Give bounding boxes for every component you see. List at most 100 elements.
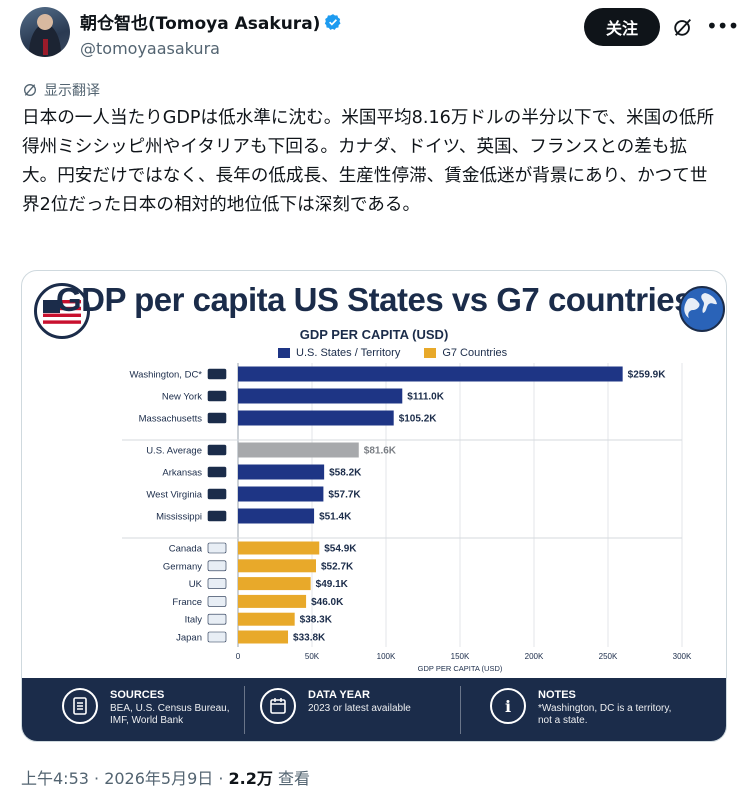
notes-line-2: not a state.: [538, 715, 588, 726]
value-label: $49.1K: [316, 579, 349, 590]
infographic-title: GDP per capita US States vs G7 countries: [56, 281, 692, 318]
value-label: $81.6K: [364, 446, 397, 457]
category-label: Germany: [163, 561, 202, 572]
handle[interactable]: @tomoyaasakura: [80, 39, 220, 58]
x-tick-label: 300K: [673, 652, 692, 661]
row-flag-icon: [207, 613, 227, 625]
footer-divider: [460, 686, 461, 734]
category-label: Washington, DC*: [129, 370, 202, 381]
infographic-footer: SOURCES BEA, U.S. Census Bureau, IMF, Wo…: [22, 678, 726, 741]
verified-badge-icon: [325, 13, 341, 30]
row-flag-icon: [207, 631, 227, 643]
bar: [238, 594, 307, 608]
legend-swatch-g7: [424, 348, 437, 358]
row-flag-icon: [207, 368, 227, 380]
translate-icon: [24, 84, 36, 96]
display-name[interactable]: 朝仓智也(Tomoya Asakura): [80, 14, 321, 34]
footer-sources: SOURCES BEA, U.S. Census Bureau, IMF, Wo…: [62, 688, 230, 727]
category-label: Mississippi: [156, 512, 202, 523]
bar-chart: 0 50K 100K 150K 200K 250K 300K Washington, DC* $…: [122, 363, 692, 673]
chart-subtitle: GDP PER CAPITA (USD): [299, 327, 449, 342]
category-label: U.S. Average: [146, 446, 202, 457]
document-icon: [62, 688, 98, 724]
post-time[interactable]: 上午4:53 · 2026年5月9日 ·: [21, 769, 229, 788]
view-count: 2.2万: [228, 769, 273, 788]
bar: [238, 612, 295, 626]
category-label: New York: [162, 392, 202, 403]
value-label: $38.3K: [300, 615, 333, 626]
sources-heading: SOURCES: [110, 689, 165, 701]
footer-notes: i NOTES *Washington, DC is a territory, …: [490, 688, 671, 727]
bar: [238, 508, 315, 524]
bar: [238, 366, 623, 382]
value-label: $57.7K: [328, 490, 361, 501]
row-flag-icon: [207, 578, 227, 589]
globe-icon: [679, 286, 725, 332]
calendar-icon: [260, 688, 296, 724]
sources-line-2: IMF, World Bank: [110, 715, 184, 726]
value-label: $46.0K: [311, 597, 344, 608]
category-label: Japan: [176, 633, 202, 644]
us-flag-icon: [34, 283, 90, 339]
row-flag-icon: [207, 596, 227, 607]
value-label: $52.7K: [321, 561, 354, 572]
category-label: Italy: [185, 615, 203, 626]
value-label: $259.9K: [628, 370, 667, 381]
legend-item-us: U.S. States / Territory: [278, 347, 400, 359]
x-tick-label: 250K: [599, 652, 618, 661]
bar: [238, 486, 324, 502]
footer-divider: [244, 686, 245, 734]
bar: [238, 541, 320, 555]
tweet-text: 日本の一人当たりGDPは低水準に沈む。米国平均8.16万ドルの半分以下で、米国の…: [22, 108, 715, 215]
row-flag-icon: [207, 390, 227, 402]
bar: [238, 388, 403, 404]
data-year-body: 2023 or latest available: [308, 703, 411, 714]
follow-button[interactable]: 关注: [584, 8, 660, 46]
legend-label-g7: G7 Countries: [442, 347, 508, 359]
x-tick-label: 100K: [377, 652, 396, 661]
infographic-image[interactable]: GDP per capita US States vs G7 countries…: [21, 270, 727, 742]
value-label: $51.4K: [319, 512, 352, 523]
more-icon[interactable]: •••: [706, 14, 739, 38]
x-axis-title: GDP PER CAPITA (USD): [418, 664, 503, 673]
x-tick-label: 150K: [451, 652, 470, 661]
sources-line-1: BEA, U.S. Census Bureau,: [110, 703, 230, 714]
views-label: 查看: [272, 769, 310, 788]
bar: [238, 559, 316, 573]
value-label: $58.2K: [329, 468, 362, 479]
data-year-heading: DATA YEAR: [308, 689, 370, 701]
avatar[interactable]: [20, 7, 70, 57]
value-label: $111.0K: [407, 392, 444, 403]
bar: [238, 577, 311, 591]
notes-heading: NOTES: [538, 689, 576, 701]
category-label: Massachusetts: [139, 414, 203, 425]
legend-swatch-us: [278, 348, 290, 358]
info-icon: i: [490, 688, 526, 724]
post-meta: 上午4:53 · 2026年5月9日 · 2.2万 查看: [21, 765, 310, 789]
row-flag-icon: [207, 412, 227, 424]
display-name-row[interactable]: 朝仓智也(Tomoya Asakura): [80, 9, 342, 34]
chart-legend: U.S. States / Territory G7 Countries: [278, 347, 507, 359]
category-label: Arkansas: [162, 468, 202, 479]
value-label: $33.8K: [293, 633, 326, 644]
bar: [238, 464, 325, 480]
translate-link[interactable]: 显示翻译: [22, 80, 100, 100]
row-flag-icon: [207, 488, 227, 500]
x-tick-label: 50K: [305, 652, 320, 661]
notes-line-1: *Washington, DC is a territory,: [538, 703, 672, 714]
x-tick-label: 0: [236, 652, 241, 661]
footer-data-year: DATA YEAR 2023 or latest available: [260, 688, 411, 724]
value-label: $105.2K: [399, 414, 438, 425]
bar: [238, 410, 394, 426]
user-block: 朝仓智也(Tomoya Asakura) @tomoyaasakura: [80, 9, 342, 58]
row-flag-icon: [207, 560, 227, 572]
category-label: West Virginia: [146, 490, 202, 501]
translate-label: 显示翻译: [44, 83, 100, 99]
x-tick-label: 200K: [525, 652, 544, 661]
row-flag-icon: [207, 542, 227, 554]
legend-item-g7: G7 Countries: [424, 347, 507, 359]
category-label: Canada: [169, 544, 203, 555]
row-flag-icon: [207, 510, 227, 522]
grok-icon[interactable]: [672, 16, 694, 38]
bar: [238, 630, 289, 644]
